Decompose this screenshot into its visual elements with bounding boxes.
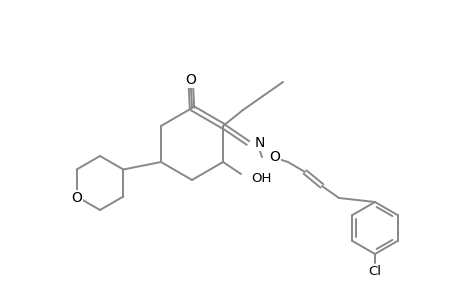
Text: O: O xyxy=(269,150,279,164)
Text: O: O xyxy=(71,191,82,206)
Text: O: O xyxy=(185,73,196,87)
Text: OH: OH xyxy=(251,172,271,184)
Text: Cl: Cl xyxy=(368,266,381,278)
Text: N: N xyxy=(254,136,265,150)
